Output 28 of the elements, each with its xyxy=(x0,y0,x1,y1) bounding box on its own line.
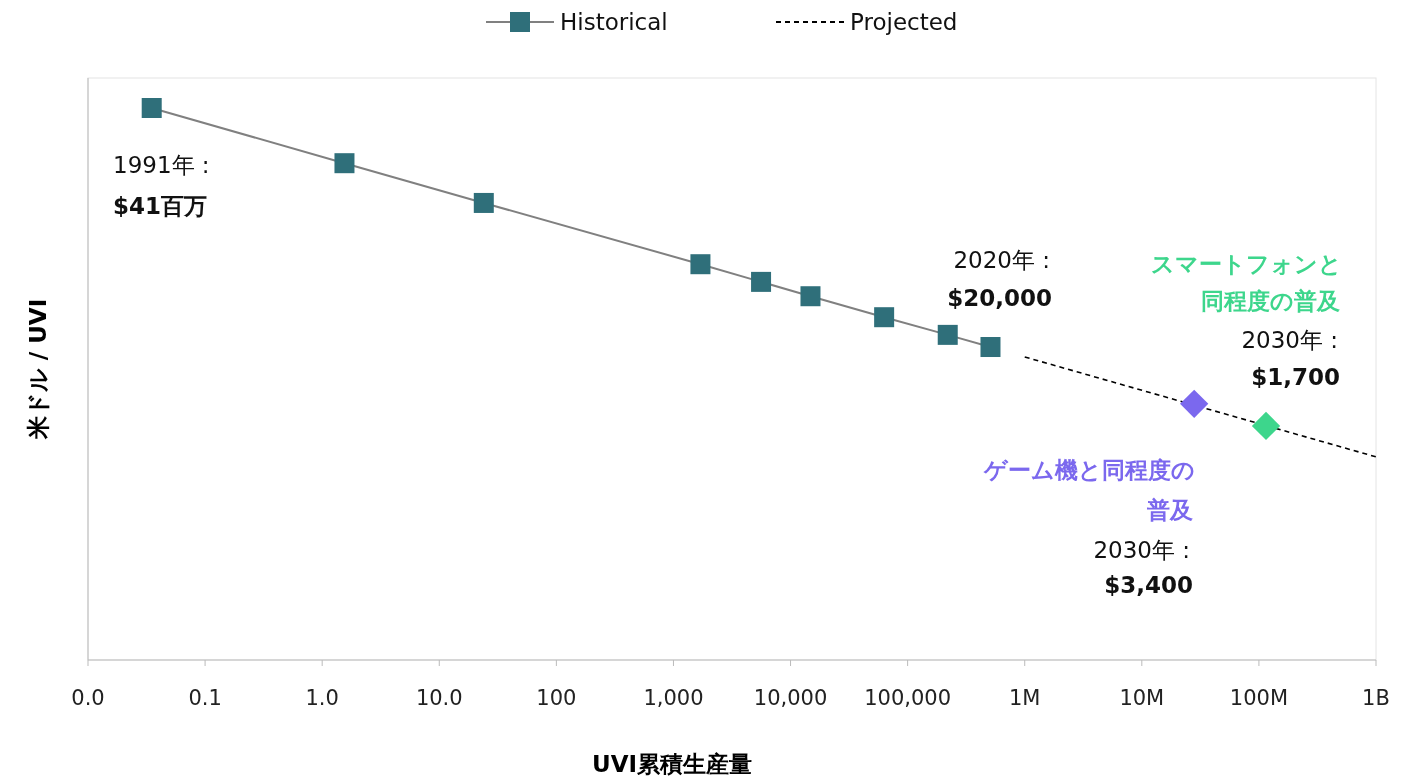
y-axis-title: 米ドル / UVI xyxy=(25,298,51,441)
annotation: $3,400 xyxy=(1104,572,1193,598)
x-tick-label: 100M xyxy=(1229,686,1289,710)
legend-label: Historical xyxy=(560,9,668,36)
annotation: 同程度の普及 xyxy=(1201,288,1340,314)
legend-label: Projected xyxy=(850,9,958,36)
annotation: 1991年 : xyxy=(113,152,210,178)
x-tick-label: 10M xyxy=(1119,686,1165,710)
x-axis-title: UVI累積生産量 xyxy=(591,751,753,777)
x-tick-label: 100,000 xyxy=(864,686,952,710)
x-tick-label: 1B xyxy=(1362,686,1390,710)
annotation: 2030年 : xyxy=(1093,537,1190,563)
annotation: $20,000 xyxy=(947,285,1052,311)
x-tick-label: 1,000 xyxy=(643,686,704,710)
annotation: スマートフォンと xyxy=(1151,251,1342,277)
x-tick-label: 0.1 xyxy=(188,686,222,710)
annotation: 普及 xyxy=(1146,497,1193,523)
x-tick-label: 1.0 xyxy=(305,686,339,710)
annotation: $41百万 xyxy=(113,193,208,219)
annotation: ゲーム機と同程度の xyxy=(983,457,1195,483)
x-tick-label: 1M xyxy=(1008,686,1041,710)
annotation: 2020年 : xyxy=(953,247,1050,273)
x-tick-label: 10.0 xyxy=(415,686,463,710)
annotation: 2030年 : xyxy=(1241,327,1338,353)
x-tick-label: 10,000 xyxy=(753,686,828,710)
annotation: $1,700 xyxy=(1251,364,1340,390)
x-tick-label: 0.0 xyxy=(71,686,105,710)
x-tick-label: 100 xyxy=(536,686,577,710)
